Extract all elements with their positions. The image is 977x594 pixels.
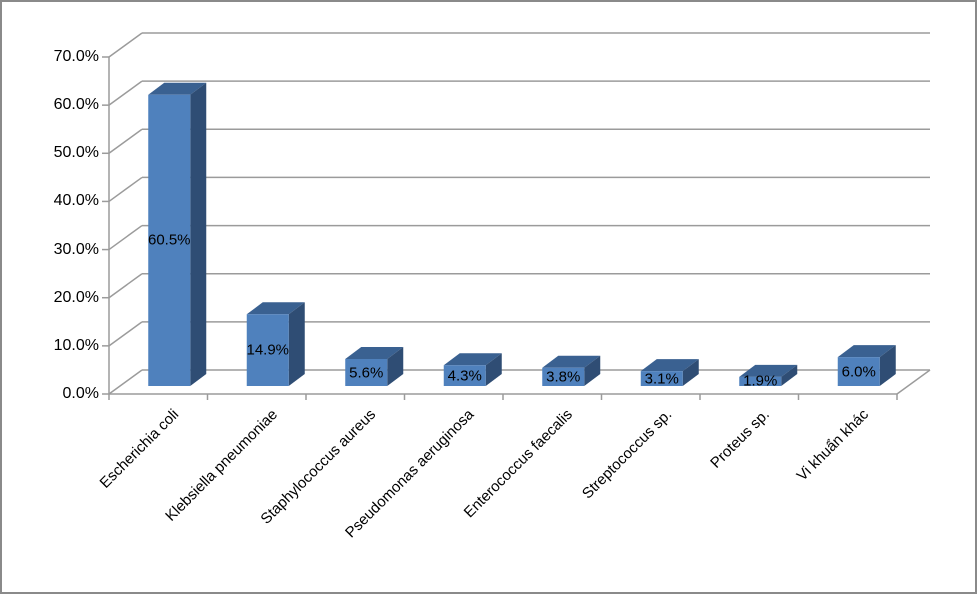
bar-data-label: 6.0%	[841, 363, 876, 381]
bar-side-face	[288, 302, 305, 386]
depth-connector	[108, 80, 143, 106]
bar-top-face	[148, 82, 207, 95]
bar-side-face	[584, 355, 601, 386]
depth-connector	[108, 224, 143, 251]
bar-data-label: 60.5%	[147, 231, 191, 249]
bar-top-face	[443, 353, 502, 366]
bar-top-face	[837, 345, 896, 358]
bar-front-face	[345, 359, 388, 386]
bar-front-face	[640, 371, 683, 386]
y-axis-label: 70.0%	[53, 48, 99, 65]
bar-top-face	[542, 355, 601, 368]
bar-side-face	[682, 359, 699, 386]
bar-front-face	[837, 357, 880, 386]
bar-data-label: 3.1%	[644, 370, 679, 388]
bar-front-face	[148, 94, 191, 386]
y-axis-label: 10.0%	[53, 336, 99, 354]
bar-side-face	[781, 364, 798, 386]
depth-connector	[108, 273, 143, 299]
bar-data-label: 4.3%	[447, 367, 482, 385]
depth-connector	[108, 321, 143, 347]
bar-data-label: 14.9%	[246, 341, 290, 359]
bar-side-face	[879, 345, 896, 386]
y-axis-label: 60.0%	[53, 96, 99, 114]
bar-top-face	[739, 364, 798, 377]
y-axis-label: 50.0%	[53, 144, 99, 162]
bar-top-face	[640, 359, 699, 372]
bar-side-face	[485, 353, 502, 386]
bar-data-label: 3.8%	[546, 368, 581, 386]
bar-side-face	[190, 82, 207, 386]
bar-front-face	[542, 367, 585, 386]
depth-connector	[108, 176, 143, 203]
bar-top-face	[246, 302, 305, 315]
bar-side-face	[387, 347, 404, 386]
y-axis-label: 40.0%	[53, 192, 99, 210]
y-axis-label: 30.0%	[53, 240, 99, 258]
y-axis-label: 20.0%	[53, 288, 99, 306]
floor-right-edge	[896, 369, 931, 395]
bar-data-label: 5.6%	[349, 364, 384, 382]
bar-top-face	[345, 347, 404, 360]
depth-connector	[108, 369, 143, 395]
bar-front-face	[443, 365, 486, 386]
bar-front-face	[739, 376, 782, 386]
depth-connector	[108, 32, 143, 58]
depth-connector	[108, 128, 143, 154]
bar-front-face	[246, 314, 289, 386]
bar-data-label: 1.9%	[743, 372, 778, 390]
y-axis-label: 0.0%	[62, 385, 99, 402]
